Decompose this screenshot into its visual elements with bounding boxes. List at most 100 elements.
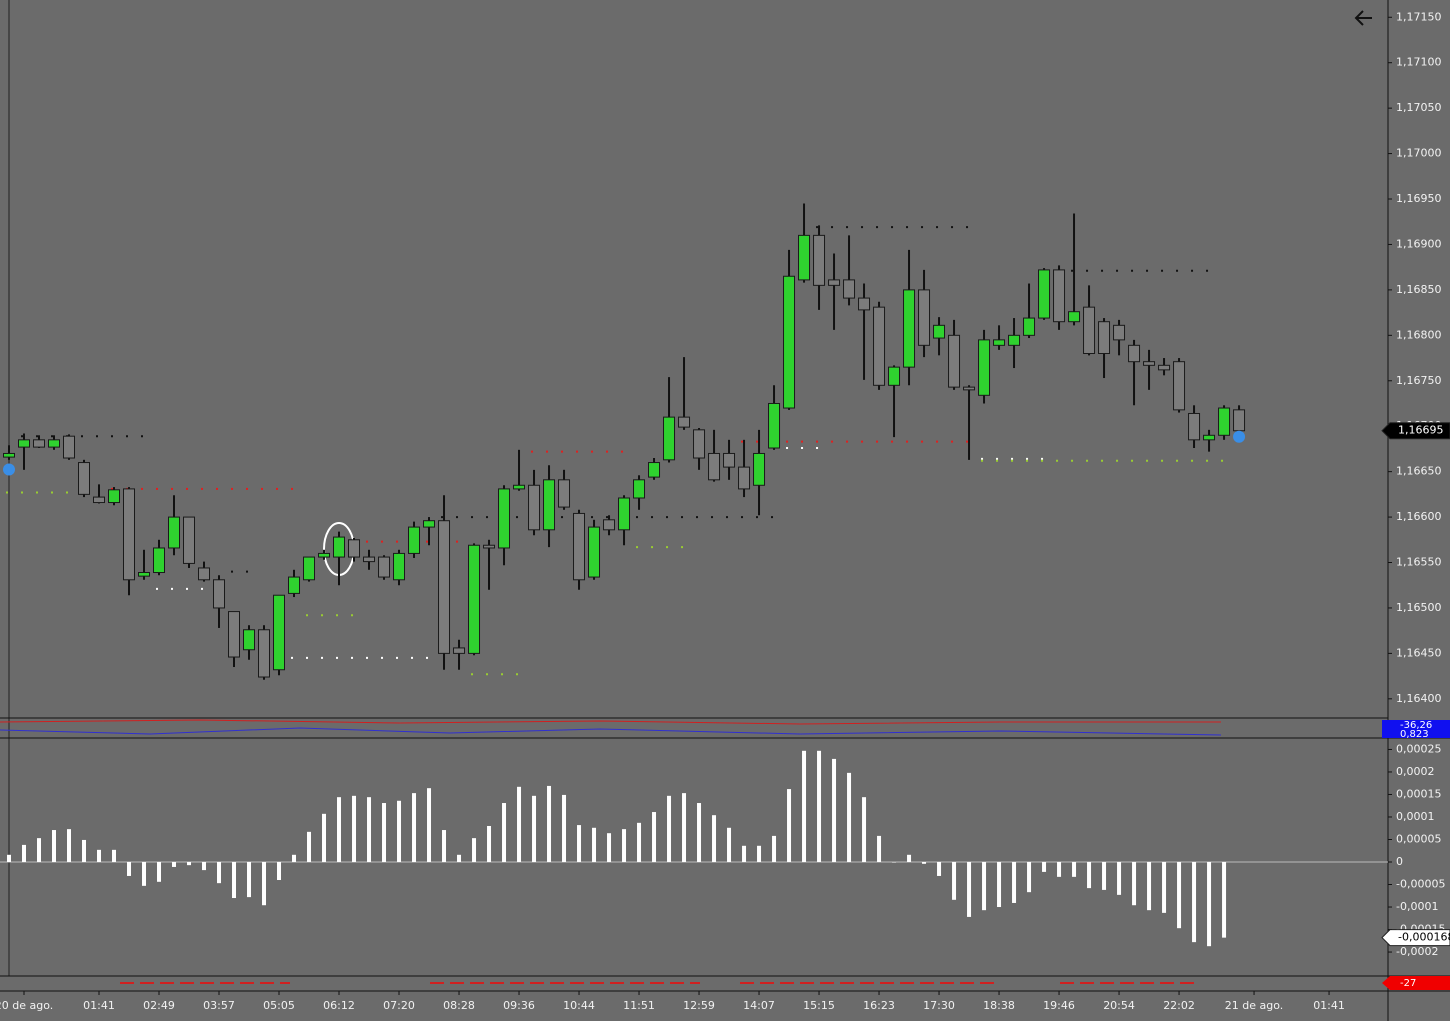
- candle-body: [783, 275, 796, 409]
- y-tick-label: 1,17100: [1396, 56, 1442, 69]
- candle-body: [1173, 361, 1186, 411]
- histogram-bar: [112, 849, 117, 863]
- histogram-bar: [922, 862, 927, 864]
- histogram-bar: [217, 862, 222, 884]
- candle-body: [168, 516, 181, 549]
- histogram-bar: [52, 830, 57, 863]
- candle-body: [1158, 364, 1171, 371]
- candle-body: [453, 647, 466, 654]
- candle-body: [678, 416, 691, 428]
- y-tick-label: 1,16950: [1396, 192, 1442, 205]
- histogram-bar: [682, 793, 687, 863]
- histogram-bar: [397, 800, 402, 863]
- histogram-bar: [562, 794, 567, 863]
- x-tick-label: 07:20: [383, 999, 415, 1012]
- x-tick-label: 11:51: [623, 999, 655, 1012]
- histogram-bar: [67, 829, 72, 863]
- candle-body: [753, 452, 766, 486]
- candle-body: [873, 306, 886, 386]
- candle-body: [588, 526, 601, 578]
- histogram-bar: [97, 849, 102, 863]
- candle-body: [423, 520, 436, 528]
- histogram-bar: [877, 835, 882, 863]
- histogram-bar: [22, 844, 27, 863]
- candle-body: [1203, 434, 1216, 441]
- y-tick-label: 0: [1396, 855, 1403, 868]
- histogram-bar: [742, 845, 747, 863]
- candle-body: [738, 466, 751, 490]
- candle-body: [603, 519, 616, 531]
- candle-body: [198, 567, 211, 581]
- candle-body: [273, 594, 286, 671]
- candle-body: [708, 452, 721, 481]
- candle-body: [1113, 324, 1126, 341]
- candle-body: [1068, 311, 1081, 323]
- y-tick-label: 1,16650: [1396, 465, 1442, 478]
- x-tick-label: 02:49: [143, 999, 175, 1012]
- histogram-bar: [307, 831, 312, 863]
- candle-body: [3, 452, 16, 458]
- histogram-bar: [127, 862, 132, 876]
- candle-body: [318, 552, 331, 558]
- x-tick-label: 01:41: [1313, 999, 1345, 1012]
- candle-body: [123, 488, 136, 581]
- candle-body: [828, 279, 841, 286]
- candle-body: [228, 611, 241, 658]
- x-tick-label: 18:38: [983, 999, 1015, 1012]
- histogram-bar: [607, 833, 612, 863]
- histogram-bar: [757, 845, 762, 863]
- candle-body: [693, 429, 706, 459]
- candle-body: [723, 452, 736, 468]
- histogram-bar: [937, 862, 942, 876]
- candle-body: [573, 512, 586, 581]
- candle-body: [1038, 269, 1051, 319]
- y-tick-label: 0,00015: [1396, 787, 1442, 800]
- histogram-current-label: -0,000168: [1398, 931, 1450, 944]
- candle-body: [93, 496, 106, 504]
- histogram-bar: [892, 862, 897, 863]
- oscillator-line: [0, 727, 1222, 736]
- oscillator-line: [0, 719, 1221, 725]
- candle-body: [138, 572, 151, 577]
- y-tick-label: -0,00005: [1396, 878, 1445, 891]
- x-tick-label: 17:30: [923, 999, 955, 1012]
- y-tick-label: -0,0002: [1396, 945, 1438, 958]
- histogram-bar: [502, 803, 507, 863]
- candle-body: [438, 520, 451, 654]
- candle-body: [813, 234, 826, 286]
- histogram-bar: [37, 838, 42, 863]
- x-tick-label: 22:02: [1163, 999, 1195, 1012]
- histogram-bar: [1117, 862, 1122, 895]
- candle-body: [1218, 407, 1231, 436]
- histogram-bar: [487, 825, 492, 863]
- x-tick-label: 14:07: [743, 999, 775, 1012]
- candle-body: [1023, 317, 1036, 336]
- histogram-bar: [367, 797, 372, 863]
- x-tick-label: 16:23: [863, 999, 895, 1012]
- y-tick-label: 0,00005: [1396, 832, 1442, 845]
- candle-body: [468, 544, 481, 654]
- y-tick-label: 1,16750: [1396, 374, 1442, 387]
- histogram-bar: [1072, 862, 1077, 877]
- current-price-label: 1,16695: [1398, 424, 1444, 437]
- histogram-bar: [802, 750, 807, 863]
- y-tick-label: 0,0001: [1396, 810, 1435, 823]
- volume-label: -27: [1400, 978, 1416, 989]
- back-arrow[interactable]: [1354, 10, 1372, 26]
- histogram-bar: [442, 830, 447, 863]
- candle-body: [243, 629, 256, 651]
- histogram-bar: [1177, 862, 1182, 929]
- candle-body: [483, 544, 496, 549]
- histogram-bar: [952, 862, 957, 900]
- histogram-bar: [712, 815, 717, 863]
- candle-body: [1143, 361, 1156, 366]
- candle-body: [258, 629, 271, 678]
- candle-body: [918, 289, 931, 346]
- blue-dot: [1233, 430, 1246, 443]
- histogram-bar: [997, 862, 1002, 908]
- histogram-bar: [187, 862, 192, 866]
- histogram-bar: [1027, 862, 1032, 893]
- candle-body: [48, 439, 61, 448]
- histogram-bar: [847, 772, 852, 863]
- candle-body: [288, 576, 301, 594]
